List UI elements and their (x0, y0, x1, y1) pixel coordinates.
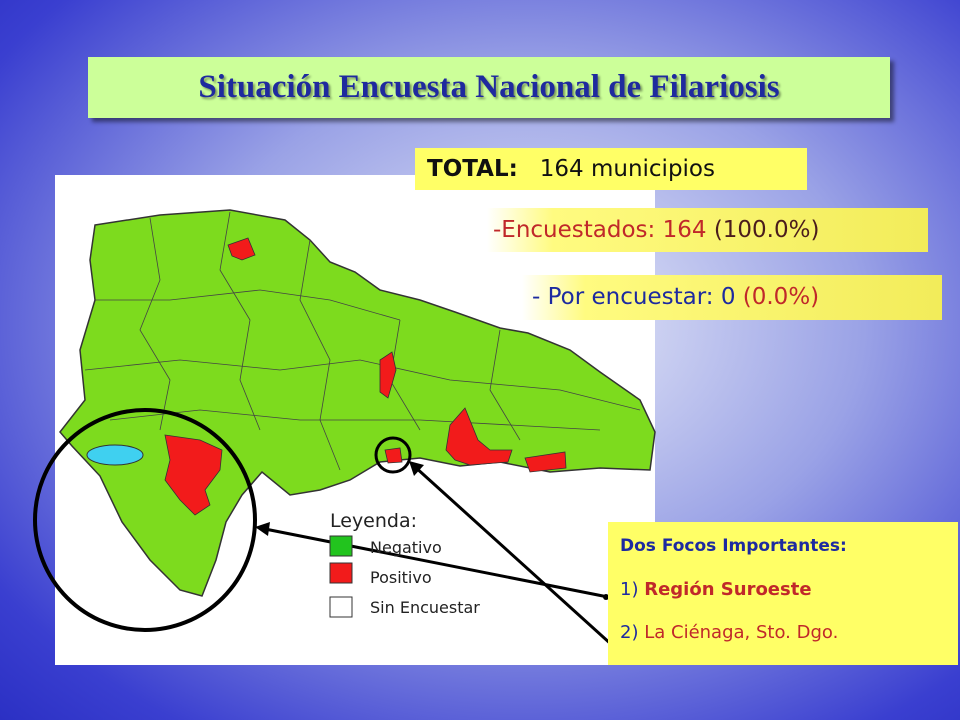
surveyed-percent: (100.0%) (713, 217, 820, 243)
total-label: TOTAL: (427, 156, 518, 182)
arrow-cienaga (412, 464, 614, 647)
foci-item: 2) La Ciénaga, Sto. Dgo. (620, 622, 958, 665)
pending-percent: (0.0%) (742, 284, 820, 310)
foci-box: Dos Focos Importantes: 1) Región Suroest… (608, 522, 958, 665)
pending-line: - Por encuestar: 0 (0.0%) (522, 275, 942, 320)
legend-label: Positivo (370, 568, 432, 587)
foci-text: Región Suroeste (644, 579, 812, 600)
total-value: 164 municipios (539, 156, 715, 182)
foci-text: La Ciénaga, Sto. Dgo. (644, 622, 839, 643)
legend-swatch-unsurveyed (329, 596, 353, 618)
foci-item: 1) Región Suroeste (620, 579, 958, 622)
arrowhead (409, 461, 424, 476)
legend-swatch-negative (329, 535, 353, 557)
legend-label: Sin Encuestar (370, 598, 480, 617)
bullet (603, 594, 609, 600)
pending-label: - Por encuestar: (532, 284, 714, 310)
foci-number: 1) (620, 579, 639, 600)
legend-label: Negativo (370, 538, 442, 557)
arrowhead (255, 522, 270, 536)
positive-areas (164, 237, 567, 516)
foci-number: 2) (620, 622, 639, 643)
legend-title: Leyenda: (330, 510, 417, 532)
municipal-borders (84, 211, 641, 471)
legend-swatch-positive (329, 562, 353, 584)
country-map (59, 209, 656, 597)
focus-circle-southwest (33, 408, 257, 632)
arrow-southwest (259, 526, 609, 599)
surveyed-label: -Encuestados: (493, 217, 656, 243)
pending-count: 0 (720, 284, 736, 310)
surveyed-line: -Encuestados: 164 (100.0%) (487, 208, 928, 252)
surveyed-count: 164 (662, 217, 707, 243)
focus-circle-cienaga (374, 436, 412, 474)
lake (86, 444, 144, 466)
total-line: TOTAL: 164 municipios (415, 148, 807, 190)
foci-title: Dos Focos Importantes: (620, 536, 847, 556)
title: Situación Encuesta Nacional de Filariosi… (88, 57, 890, 118)
